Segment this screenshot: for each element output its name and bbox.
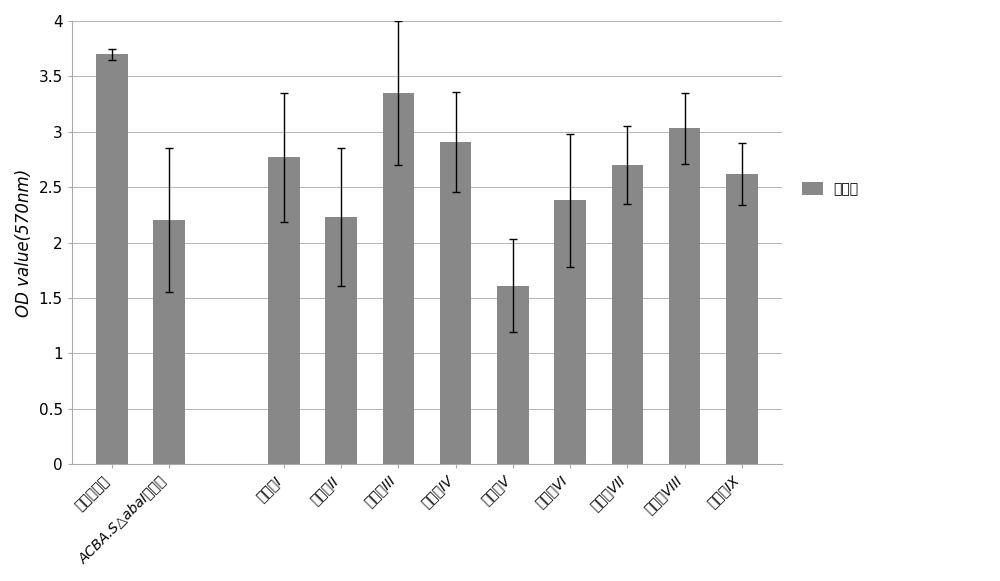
Bar [497,286,529,464]
Y-axis label: OD value(570nm): OD value(570nm) [15,168,33,317]
Bar [96,54,128,464]
Bar [383,93,414,464]
Bar [153,220,185,464]
Bar [612,165,643,464]
Bar [440,142,471,464]
Bar [669,128,700,464]
Bar [726,174,758,464]
Bar [268,157,300,464]
Bar [325,217,357,464]
Bar [554,200,586,464]
Legend: 平均值: 平均值 [796,177,864,202]
